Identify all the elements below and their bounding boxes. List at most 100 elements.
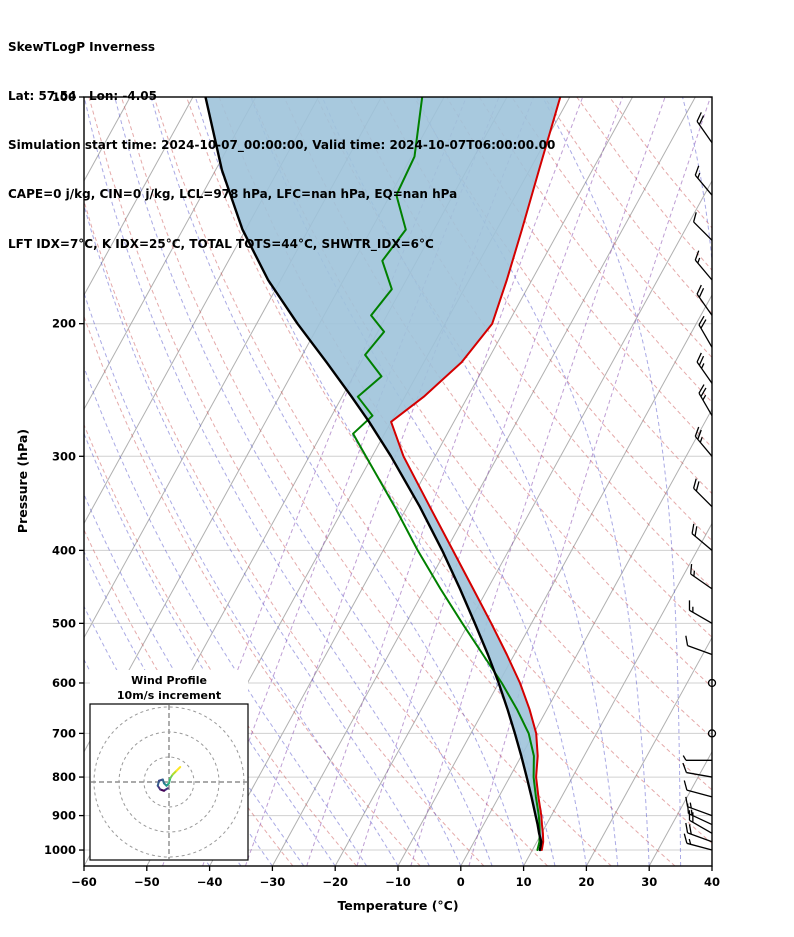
wind-barb [685,822,713,843]
wind-barb [694,165,713,196]
isotherm-line [271,97,696,866]
hodograph-title-bg [90,670,248,706]
stability-line-2: LFT IDX=7°C, K IDX=25°C, TOTAL TOTS=44°C… [8,236,434,251]
y-tick-label: 600 [52,676,76,690]
hodograph-ring [93,706,245,858]
y-axis-title: Pressure (hPa) [15,429,30,533]
dry-adiabat-line [348,97,712,590]
wind-barb [696,352,713,384]
wind-barb [694,426,713,457]
x-tick-label: −20 [322,875,348,889]
location-line: Lat: 57.54 Lon: -4.05 [8,89,157,104]
x-tick-label: 0 [457,875,465,889]
wind-barb [688,810,713,834]
mixing-ratio-line [356,97,624,866]
moist-adiabat-line [84,291,399,866]
x-tick-label: −60 [71,875,97,889]
moist-adiabat-line [84,97,462,866]
y-tick-label: 100 [52,90,76,104]
stability-line-1: CAPE=0 j/kg, CIN=0 j/kg, LCL=978 hPa, LF… [8,187,458,202]
dry-adiabat-line [446,97,712,449]
hodograph-ring [118,731,220,833]
mixing-ratio-line [410,97,666,866]
hodograph-ring [143,756,195,808]
dry-adiabat-line [283,97,712,688]
time-line: Simulation start time: 2024-10-07_00:00:… [8,138,556,153]
dry-adiabat-line [153,97,676,866]
wind-barb [698,384,713,417]
y-tick-label: 700 [52,726,76,740]
calm-wind-circle [707,678,717,688]
x-tick-label: −50 [134,875,160,889]
moist-adiabat-line [150,97,525,866]
wind-barb [688,600,713,624]
cin-shading [205,97,561,850]
moist-adiabat-line [416,97,650,866]
sounding-profiles [204,97,562,852]
hodograph-title: Wind Profile [131,674,207,687]
y-tick-label: 1000 [44,843,76,857]
moist-adiabat-line [84,203,430,866]
hodograph-subtitle: 10m/s increment [117,689,221,702]
moist-adiabat-line [194,97,556,866]
y-tick-label: 200 [52,317,76,331]
moist-adiabat-line [321,97,619,866]
isotherm-line [84,97,194,297]
dry-adiabat-line [120,97,612,866]
wind-barb [682,755,712,761]
y-tick-label: 500 [52,616,76,630]
moist-adiabat-line [114,97,493,866]
dry-adiabat-line [84,528,294,866]
x-tick-label: 40 [704,875,720,889]
isotherm-line [585,636,712,866]
wind-barb [690,563,713,590]
y-tick-label: 300 [52,449,76,463]
header: SkewTLogP Inverness Lat: 57.54 Lon: -4.0… [8,6,555,285]
wind-barb [691,523,713,551]
dry-adiabat-line [84,314,421,866]
isotherm-line [711,864,712,866]
wind-barb [683,780,713,798]
chart-title: SkewTLogP Inverness [8,39,156,54]
x-axis-title: Temperature (°C) [337,898,458,913]
hodograph-inset: Wind Profile 10m/s increment [89,670,249,861]
x-tick-label: 20 [578,875,594,889]
x-tick-label: −30 [260,875,286,889]
hodograph-trace-segment [175,766,182,772]
wind-barb [694,250,713,281]
dry-adiabat-line [88,97,548,866]
isotherm-line [0,97,5,866]
y-tick-label: 400 [52,543,76,557]
moist-adiabat-line [84,365,368,866]
isotherm-line [334,179,712,866]
isotherm-line [84,97,257,411]
wind-barb [692,478,713,508]
x-tick-label: −40 [197,875,223,889]
moist-adiabat-line [542,97,682,866]
wind-barb [696,112,713,144]
isotherm-line [523,522,712,866]
y-tick-label: 800 [52,770,76,784]
mixing-ratio-line [244,97,535,866]
wind-barb [696,284,713,316]
mixing-ratio-line [468,97,711,866]
wind-barbs [682,112,717,851]
temperature-line [390,97,562,851]
mixing-ratio-line [306,97,584,866]
dry-adiabat-line [413,97,712,495]
wind-barb [682,762,713,778]
x-tick-label: 30 [641,875,657,889]
dry-adiabat-line [84,423,357,866]
wind-barb [692,212,713,241]
wind-barb [698,315,713,348]
wind-barb [683,833,713,851]
moist-adiabat-line [84,493,305,866]
dry-adiabat-line [316,97,712,638]
dewpoint-line [352,97,541,851]
x-tick-label: −10 [385,875,411,889]
y-tick-label: 900 [52,809,76,823]
x-tick-label: 10 [516,875,532,889]
